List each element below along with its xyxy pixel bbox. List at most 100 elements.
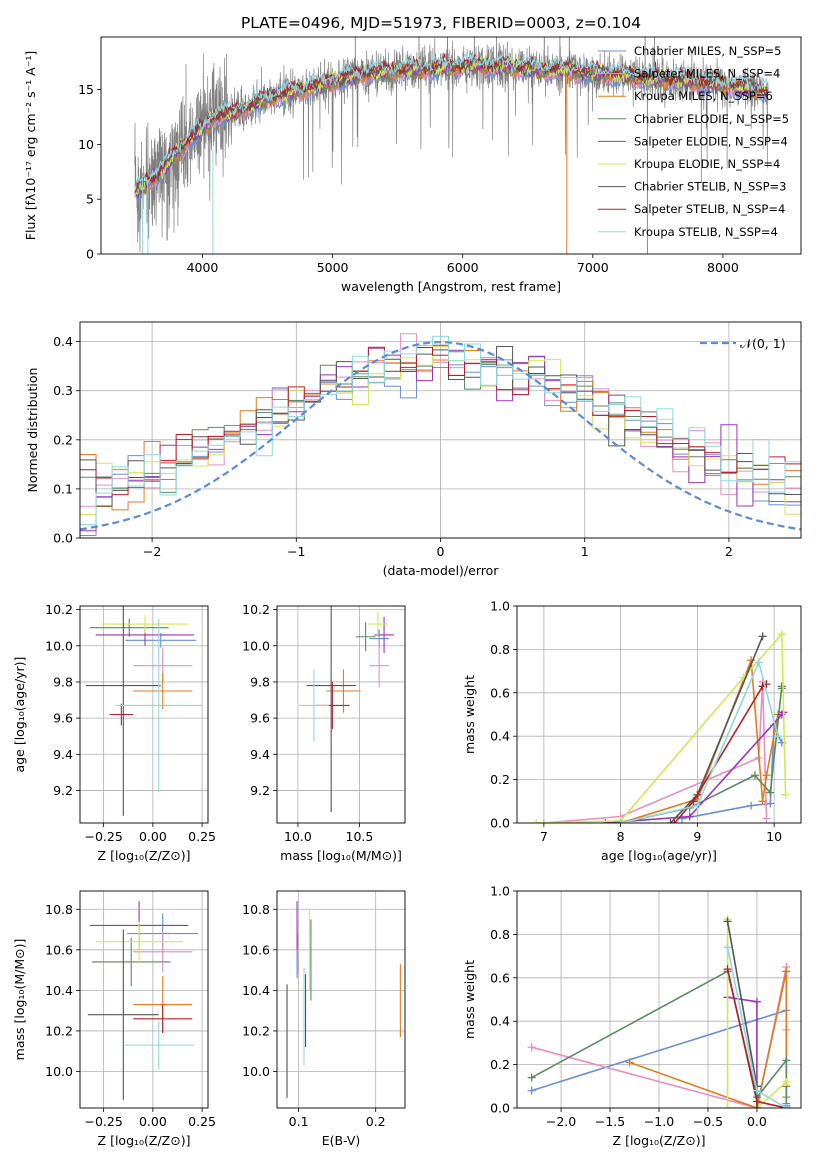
residuals-ytick-label: 0.2	[53, 432, 73, 447]
weight-line-kroupa-elodie	[726, 919, 787, 1108]
weight-vs-age-xtick-label: 7	[540, 829, 548, 844]
weight-vs-age-ytick-label: 0.2	[490, 772, 510, 787]
residuals-frame	[79, 321, 802, 539]
spectrum-xlabel: wavelength [Angstrom, rest frame]	[341, 279, 561, 294]
histogram-chabrier-miles	[80, 359, 801, 536]
spectrum-ytick-label: 10	[78, 137, 94, 152]
legend-label-kroupa-miles: Kroupa MILES, N_SSP=6	[634, 89, 773, 103]
mass-vs-EBV-xtick-label: 0.1	[289, 1114, 309, 1129]
mass-vs-Z-xlabel: Z [log₁₀(Z/Z⊙)]	[98, 1133, 191, 1148]
age-vs-mass-ytick-label: 9.8	[250, 674, 270, 689]
mass-vs-EBV-ytick-label: 10.8	[242, 902, 270, 917]
histogram-salpeter-stelib	[80, 346, 801, 496]
weight-marker-kroupa-elodie	[723, 1104, 732, 1108]
legend-label-kroupa-elodie: Kroupa ELODIE, N_SSP=4	[634, 157, 780, 171]
spectrum-xtick-label: 7000	[577, 260, 609, 275]
age-vs-mass-frame	[276, 605, 406, 824]
weight-line-chabrier-elodie	[620, 686, 783, 823]
weight-line-kroupa-miles	[620, 660, 779, 823]
age-vs-Z-ytick-label: 9.4	[53, 747, 73, 762]
weight-vs-Z-ytick-label: 0.8	[490, 927, 510, 942]
age-vs-mass-ytick-label: 9.6	[250, 711, 270, 726]
mass-vs-Z-ytick-label: 10.6	[45, 942, 73, 957]
weight-vs-age-ytick-label: 0.0	[490, 816, 510, 831]
weight-marker-kroupa-elodie	[782, 1077, 791, 1086]
weight-marker-kroupa-stelib	[723, 943, 732, 952]
mass-vs-EBV-ytick-label: 10.4	[242, 983, 270, 998]
weight-marker-kroupa-miles	[758, 797, 767, 806]
histogram-salpeter-elodie	[80, 344, 801, 532]
legend-label-kroupa-stelib: Kroupa STELIB, N_SSP=4	[634, 225, 778, 239]
legend-label-salpeter-elodie: Salpeter ELODIE, N_SSP=4	[634, 134, 788, 148]
mass-vs-Z-axes: −0.25 0.00 0.25 10.0 10.2 10.4 10.6 10.8 Z [log₁…	[12, 890, 216, 1148]
weight-marker-kroupa-stelib	[754, 658, 763, 667]
residuals-ylabel: Normed distribution	[25, 368, 40, 493]
weight-line-salpeter-elodie	[727, 996, 758, 1108]
weight-vs-Z-xtick-label: −2.0	[546, 1114, 576, 1129]
weight-vs-Z-ytick-label: 0.4	[490, 1014, 510, 1029]
mass-vs-Z-xtick-label: 0.00	[139, 1114, 167, 1129]
age-vs-mass-ytick-label: 9.2	[250, 783, 270, 798]
residuals-xtick-label: 2	[725, 544, 733, 559]
age-vs-Z-xtick-label: 0.00	[139, 829, 167, 844]
age-vs-mass-xtick-label: 10.5	[346, 829, 374, 844]
weight-line-salpeter-elodie	[605, 711, 784, 823]
weight-marker-chabrier-elodie	[782, 1056, 791, 1065]
age-vs-Z-xlabel: Z [log₁₀(Z/Z⊙)]	[98, 848, 191, 863]
weight-line-salpeter-miles	[543, 681, 768, 823]
weight-vs-age-ytick-label: 0.4	[490, 729, 510, 744]
weight-vs-age-ytick-label: 0.8	[490, 642, 510, 657]
spectrum-ytick-label: 5	[86, 192, 94, 207]
residuals-xtick-label: −1	[287, 544, 305, 559]
legend-label-normal: 𝒩(0, 1)	[740, 336, 786, 351]
age-vs-Z-xtick-label: −0.25	[84, 829, 122, 844]
age-vs-Z-ytick-label: 9.8	[53, 674, 73, 689]
residuals-xtick-label: −2	[143, 544, 161, 559]
weight-marker-chabrier-elodie	[777, 684, 786, 693]
spectrum-ytick-label: 15	[78, 82, 94, 97]
weight-marker-kroupa-stelib	[693, 801, 702, 810]
mass-vs-Z-ytick-label: 10.8	[45, 902, 73, 917]
weight-marker-kroupa-miles	[762, 771, 771, 780]
age-vs-Z-xtick-label: 0.25	[188, 829, 216, 844]
age-vs-Z-ytick-label: 9.6	[53, 711, 73, 726]
residuals-xlabel: (data-model)/error	[383, 563, 500, 578]
age-vs-Z-frame	[79, 605, 209, 824]
legend-label-chabrier-miles: Chabrier MILES, N_SSP=5	[634, 44, 781, 58]
weight-marker-kroupa-elodie	[777, 630, 786, 639]
mass-vs-Z-plot-area	[87, 901, 199, 1100]
weight-vs-Z-xlabel: Z [log₁₀(Z/Z⊙)]	[613, 1133, 706, 1148]
weight-vs-age-xtick-label: 10	[766, 829, 782, 844]
spectrum-ytick-label: 0	[86, 247, 94, 262]
spectrum-title: PLATE=0496, MJD=51973, FIBERID=0003, z=0…	[241, 14, 641, 32]
histogram-chabrier-stelib	[80, 345, 801, 507]
spectrum-legend: Chabrier MILES, N_SSP=5 Salpeter MILES, N…	[598, 44, 789, 239]
spectrum-xtick-label: 8000	[707, 260, 739, 275]
mass-vs-EBV-axes: 0.1 0.2 10.0 10.2 10.4 10.6 10.8 E(B-V)	[242, 890, 406, 1148]
weight-vs-Z-ytick-label: 1.0	[490, 884, 510, 899]
weight-marker-chabrier-stelib	[666, 819, 675, 823]
weight-vs-age-xlabel: age [log₁₀(age/yr)]	[601, 848, 717, 863]
age-vs-Z-ytick-label: 10.2	[45, 602, 73, 617]
legend-label-chabrier-elodie: Chabrier ELODIE, N_SSP=5	[634, 112, 789, 126]
weight-marker-kroupa-stelib	[782, 1104, 791, 1108]
weight-line-kroupa-elodie	[536, 632, 787, 823]
weight-marker-chabrier-miles	[766, 799, 775, 808]
weight-vs-age-ytick-label: 0.6	[490, 685, 510, 700]
weight-marker-chabrier-miles	[747, 801, 756, 810]
legend-label-chabrier-stelib: Chabrier STELIB, N_SSP=3	[634, 180, 786, 194]
residuals-ytick-label: 0.4	[53, 334, 73, 349]
residuals-ytick-label: 0.0	[53, 531, 73, 546]
mass-vs-Z-ytick-label: 10.0	[45, 1064, 73, 1079]
weight-vs-Z-ytick-label: 0.0	[490, 1101, 510, 1116]
mass-vs-Z-xtick-label: −0.25	[84, 1114, 122, 1129]
weight-marker-chabrier-miles	[678, 814, 687, 823]
weight-marker-salpeter-stelib	[689, 797, 698, 806]
weight-vs-age-xtick-label: 9	[693, 829, 701, 844]
age-vs-Z-axes: −0.25 0.00 0.25 9.2 9.4 9.6 9.8 10.0 10.2 Z [log₁…	[12, 602, 216, 863]
weight-marker-salpeter-stelib	[752, 1097, 761, 1106]
mass-vs-EBV-ytick-label: 10.2	[242, 1023, 270, 1038]
weight-marker-kroupa-stelib	[752, 1086, 761, 1095]
weight-vs-Z-frame	[516, 890, 802, 1109]
residuals-xtick-label: 1	[581, 544, 589, 559]
